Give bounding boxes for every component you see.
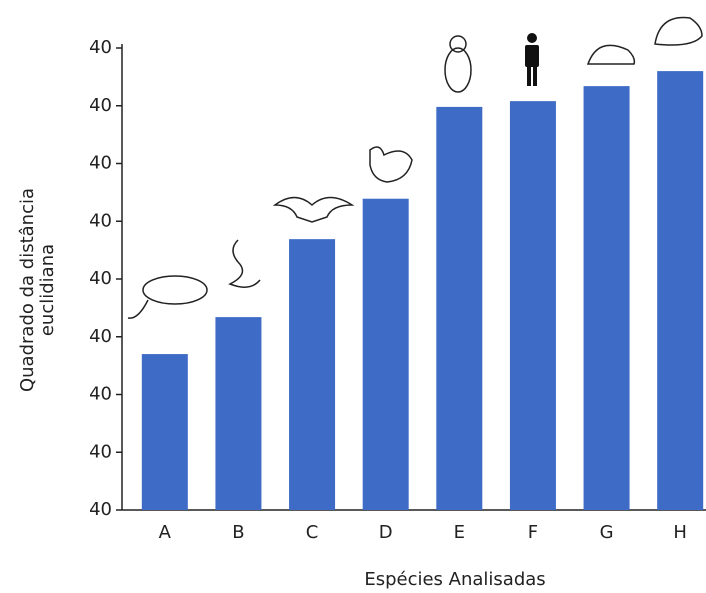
icon-chicken xyxy=(370,147,412,182)
y-tick-label: 40 xyxy=(89,95,112,116)
bar xyxy=(142,354,188,510)
x-tick-label: D xyxy=(379,522,393,543)
x-tick-label: B xyxy=(232,522,244,543)
x-tick-label: F xyxy=(528,522,538,543)
y-tick-label: 40 xyxy=(89,153,112,174)
y-tick-label: 40 xyxy=(89,37,112,58)
chart: Espécies Analisadas Quadrado da distânci… xyxy=(0,0,706,593)
icon-bat xyxy=(275,198,352,223)
bar xyxy=(289,239,335,510)
x-tick-label: G xyxy=(600,522,614,543)
y-axis-title-line: euclidiana xyxy=(37,244,58,336)
icon-marmot xyxy=(445,36,471,92)
x-tick-label: A xyxy=(159,522,172,543)
y-tick-label: 40 xyxy=(89,326,112,347)
x-axis-title: Espécies Analisadas xyxy=(364,569,545,590)
icon-snake xyxy=(128,276,207,318)
icon-hedgehog xyxy=(588,45,634,64)
x-tick-label: H xyxy=(673,522,687,543)
icon-human xyxy=(525,33,539,86)
bar xyxy=(584,86,630,510)
x-tick-label: C xyxy=(306,522,319,543)
bar xyxy=(510,101,556,510)
x-tick-label: E xyxy=(454,522,465,543)
y-tick-label: 40 xyxy=(89,210,112,231)
y-tick-label: 40 xyxy=(89,384,112,405)
y-tick-label: 40 xyxy=(89,268,112,289)
icon-hedgehog-2 xyxy=(655,18,702,45)
y-axis-title: Quadrado da distância euclidiana xyxy=(17,188,58,392)
bar xyxy=(363,199,409,510)
icon-cobra xyxy=(230,240,260,287)
y-tick-label: 40 xyxy=(89,441,112,462)
y-axis-title-line: Quadrado da distância xyxy=(17,188,38,392)
bar xyxy=(215,317,261,510)
bar xyxy=(657,71,703,510)
bar xyxy=(436,107,482,510)
y-tick-label: 40 xyxy=(89,499,112,520)
